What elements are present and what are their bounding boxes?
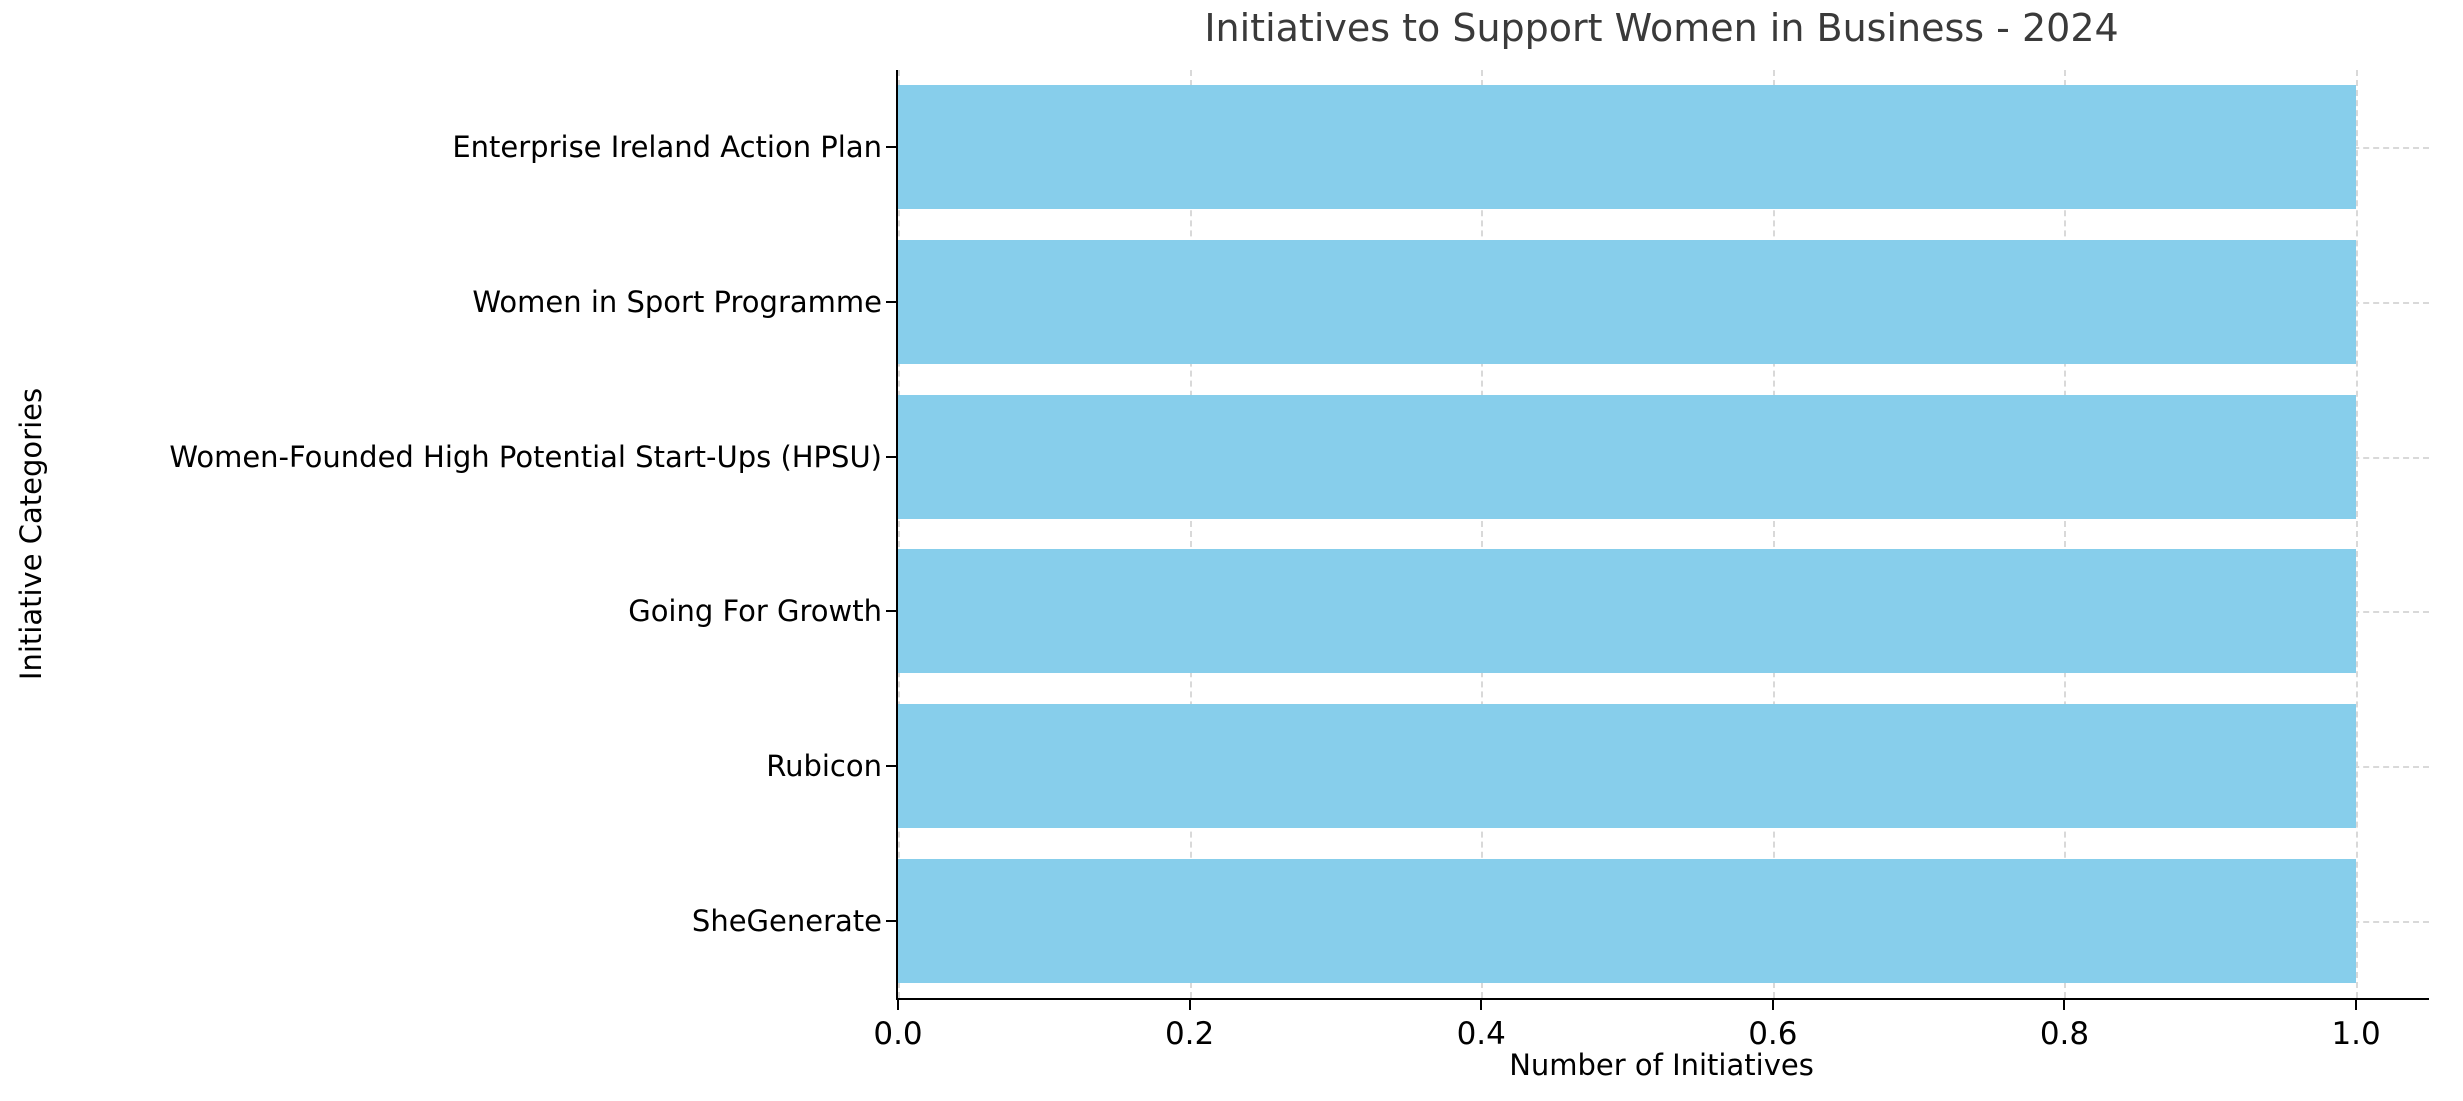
- x-tick-label: 0.0: [873, 1016, 923, 1052]
- x-tick-label: 0.8: [2039, 1016, 2090, 1052]
- y-tick: [886, 455, 896, 458]
- x-tick-label: 0.2: [1164, 1016, 1215, 1052]
- y-tick-label: Rubicon: [766, 749, 882, 783]
- y-tick: [886, 919, 896, 922]
- bar: [898, 85, 2357, 210]
- x-tick: [1188, 1000, 1191, 1010]
- x-tick: [2063, 1000, 2066, 1010]
- v-gridline: [2064, 70, 2067, 998]
- v-gridline: [1189, 70, 1192, 998]
- chart-title: Initiatives to Support Women in Business…: [1204, 6, 2119, 50]
- y-tick: [886, 765, 896, 767]
- plot-area: 0.0 0.2 0.4 0.6 0.8 1.0 Enterprise Ireland Act…: [169, 70, 2429, 1052]
- x-tick: [897, 1000, 899, 1010]
- y-tick: [886, 146, 896, 149]
- bar: [898, 549, 2357, 674]
- v-gridline: [898, 70, 900, 998]
- x-tick-label: 1.0: [2331, 1016, 2381, 1052]
- y-tick: [886, 610, 896, 613]
- bar: [898, 394, 2357, 519]
- x-tick-label: 0.6: [1748, 1016, 1798, 1052]
- bar: [898, 704, 2357, 828]
- v-gridline: [1772, 70, 1775, 998]
- x-tick: [1771, 1000, 1774, 1010]
- y-tick-label: SheGenerate: [691, 903, 882, 938]
- y-tick-label: Women-Founded High Potential Start-Ups (…: [169, 439, 882, 474]
- y-tick-label: Women in Sport Programme: [472, 285, 882, 319]
- bar: [898, 858, 2357, 983]
- v-gridline: [1481, 70, 1484, 998]
- x-tick-label: 0.4: [1456, 1016, 1506, 1052]
- y-axis-title: Initiative Categories: [14, 387, 48, 681]
- y-tick-label: Going For Growth: [628, 594, 882, 629]
- x-axis-title: Number of Initiatives: [1509, 1048, 1814, 1082]
- y-tick: [886, 301, 896, 303]
- v-gridline: [2356, 70, 2359, 998]
- x-tick: [2355, 1000, 2358, 1010]
- bar: [898, 240, 2357, 364]
- y-tick-label: Enterprise Ireland Action Plan: [452, 130, 882, 165]
- x-tick: [1480, 1000, 1483, 1010]
